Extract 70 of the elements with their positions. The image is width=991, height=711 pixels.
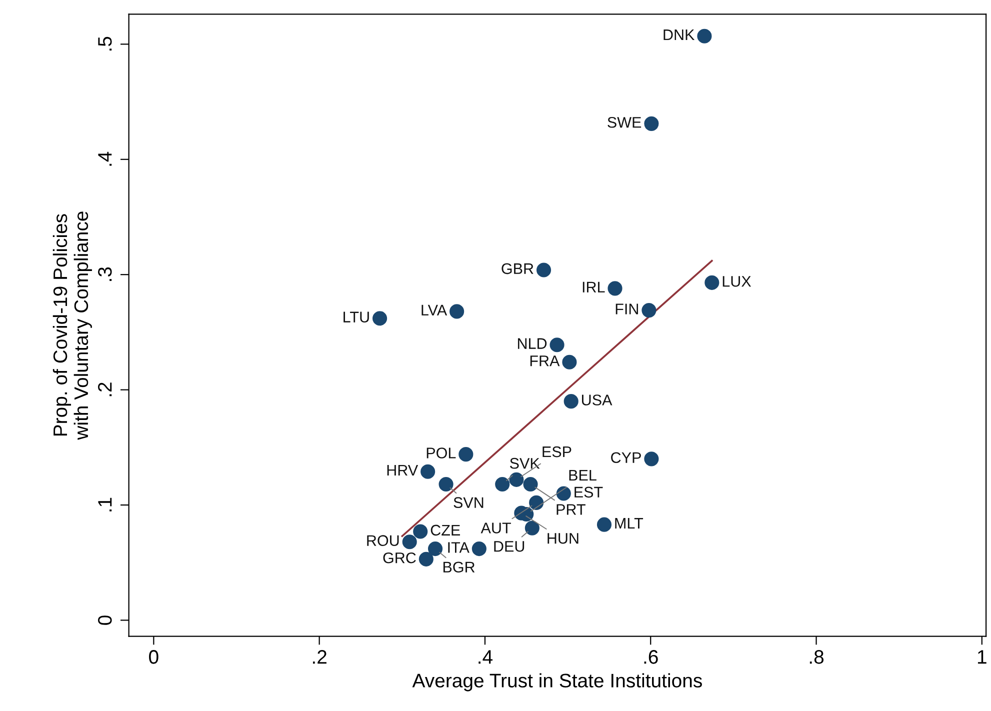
point <box>509 472 524 487</box>
x-axis-title: Average Trust in State Institutions <box>412 673 702 692</box>
point <box>556 486 571 501</box>
y-axis-title: Prop. of Covid-19 Policies with Voluntary Compliance <box>52 212 92 440</box>
annotation: ROU <box>367 535 399 546</box>
annotation: EST <box>574 486 603 498</box>
annotation: MLT <box>615 518 644 529</box>
annotation: LUX <box>722 276 752 287</box>
annotation: ITA <box>448 542 470 553</box>
point <box>428 542 443 556</box>
point <box>524 520 540 536</box>
annotation: SWE <box>608 116 642 128</box>
annotation: CYP <box>611 452 641 464</box>
x-tick-label: .4 <box>478 650 493 664</box>
y-tick-label: .5 <box>98 36 112 51</box>
annotation: DNK <box>664 30 695 40</box>
annotation: PRT <box>556 504 586 515</box>
annotation: GRC <box>383 552 416 564</box>
point <box>495 476 510 492</box>
point <box>608 281 622 296</box>
point <box>697 28 712 44</box>
point <box>372 311 388 326</box>
x-tick-label: .2 <box>312 650 326 664</box>
annotation: SVN <box>454 497 484 508</box>
x-tick-label: 0 <box>149 650 158 664</box>
y-tick-label: .3 <box>98 267 112 281</box>
y-tick-label: 0 <box>98 616 112 625</box>
annotation: USA <box>582 394 612 406</box>
point <box>402 534 417 550</box>
annotation: SVK <box>510 458 540 469</box>
point <box>596 517 612 532</box>
annotation: HUN <box>548 533 578 544</box>
point <box>472 542 486 556</box>
point <box>523 476 538 492</box>
annotation: POL <box>426 448 456 458</box>
point <box>413 524 428 539</box>
point <box>536 262 552 278</box>
x-tick-label: .6 <box>644 650 658 664</box>
point <box>642 303 656 318</box>
annotation: FRA <box>530 356 560 366</box>
point <box>438 476 454 492</box>
annotation: LVA <box>422 304 448 316</box>
x-tick-label: 1 <box>978 650 986 664</box>
point <box>704 275 720 290</box>
y-tick-label: .2 <box>98 382 112 396</box>
point <box>418 552 434 566</box>
y-tick-label: .4 <box>98 152 112 166</box>
point <box>550 338 564 352</box>
x-tick-label: .8 <box>810 650 824 664</box>
annotation: AUT <box>480 522 511 534</box>
annotation: DEU <box>494 541 524 552</box>
annotation: FIN <box>616 304 638 314</box>
annotation: IRL <box>582 282 605 292</box>
point <box>644 452 659 466</box>
point <box>420 464 436 479</box>
point <box>529 495 544 510</box>
annotation: GBR <box>502 263 534 274</box>
annotation: HRV <box>387 465 418 476</box>
point <box>562 354 577 370</box>
point <box>450 304 464 319</box>
point <box>644 116 659 131</box>
point <box>458 447 474 462</box>
annotation: ESP <box>542 446 572 458</box>
y-tick-label: .1 <box>98 498 112 512</box>
annotation: BGR <box>443 562 475 573</box>
annotation: BEL <box>569 470 596 480</box>
annotation: LTU <box>344 312 369 322</box>
point <box>564 394 578 409</box>
annotation: NLD <box>518 338 547 349</box>
annotation: CZE <box>430 524 460 536</box>
